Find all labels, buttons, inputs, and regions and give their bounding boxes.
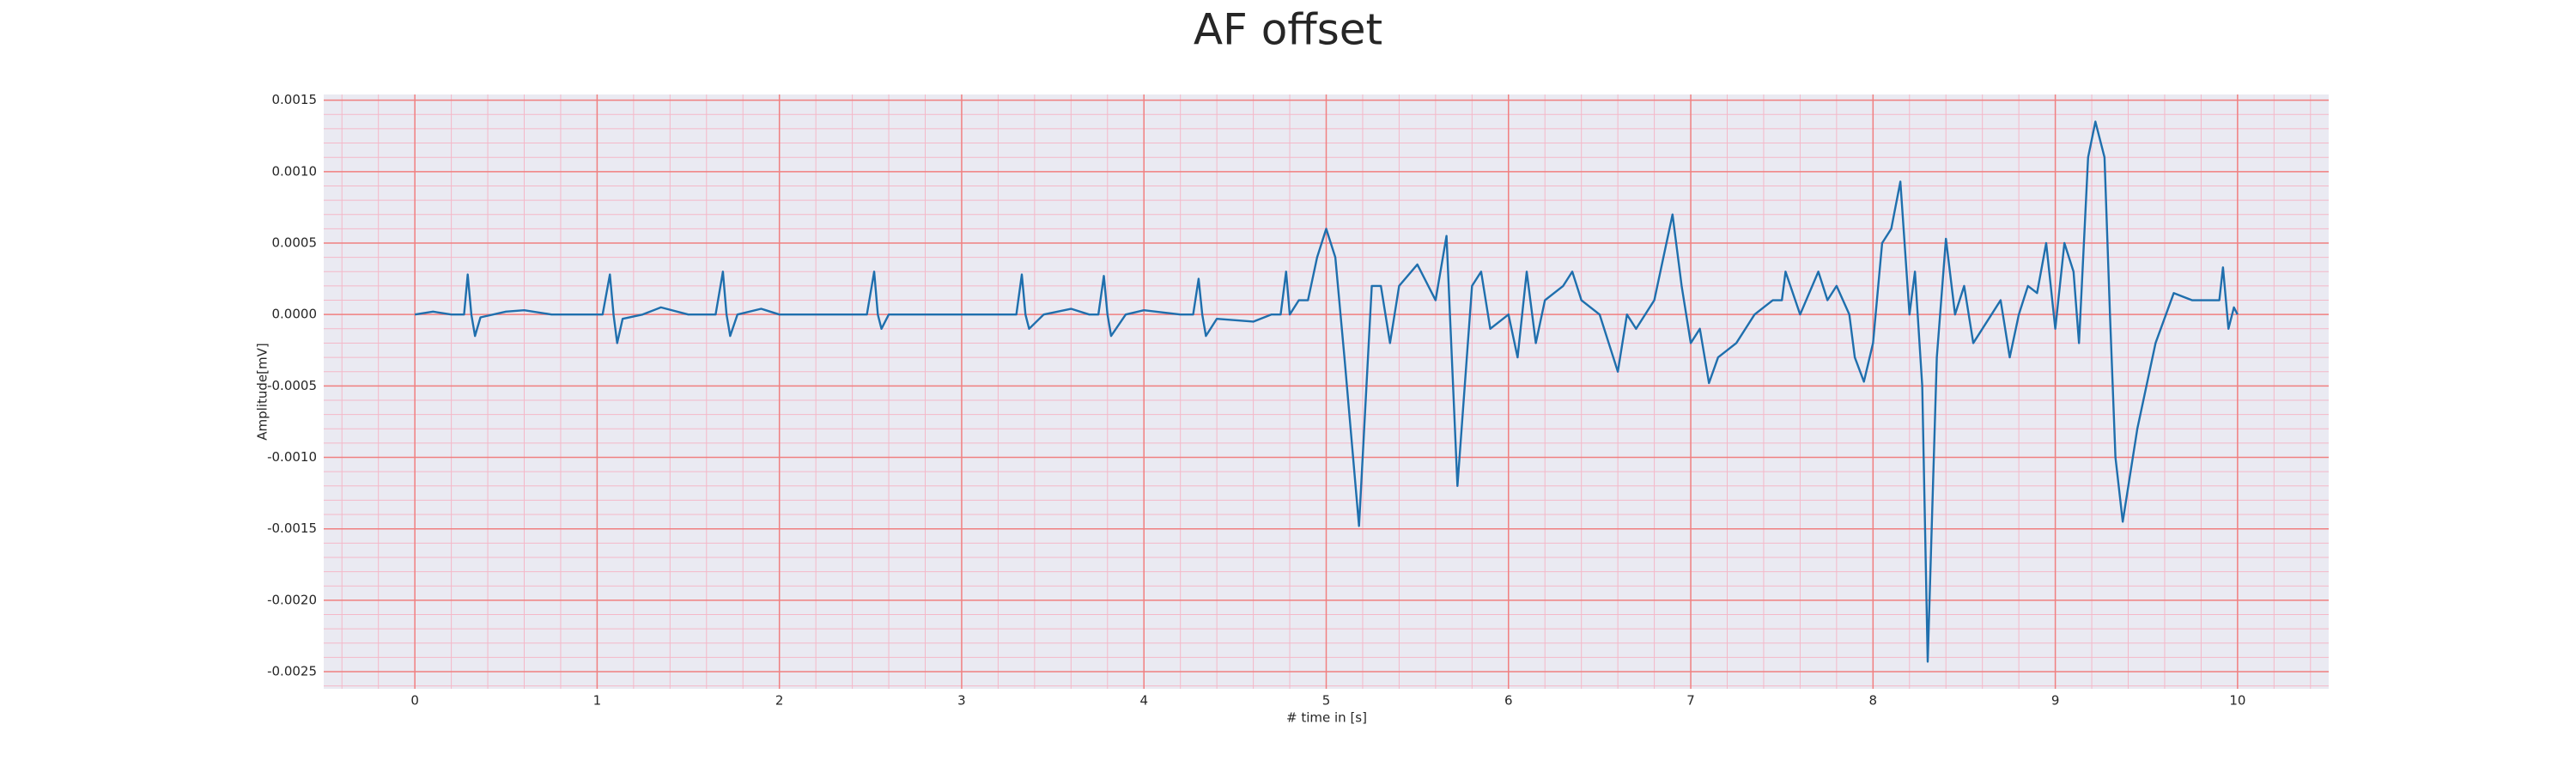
y-tick-label: 0.0005	[272, 235, 318, 251]
data-line	[414, 120, 2239, 663]
x-tick-label: 1	[593, 693, 602, 709]
x-tick-label: 4	[1139, 693, 1148, 709]
y-tick-label: 0.0015	[272, 92, 318, 107]
x-tick-label: 10	[2229, 693, 2245, 709]
x-tick-label: 8	[1869, 693, 1878, 709]
x-axis-label: # time in [s]	[1286, 710, 1367, 726]
y-tick-label: 0.0000	[272, 307, 318, 322]
y-tick-label: -0.0005	[267, 378, 317, 393]
y-tick-label: 0.0010	[272, 163, 318, 179]
x-tick-label: 2	[775, 693, 784, 709]
x-tick-label: 9	[2051, 693, 2060, 709]
y-tick-label: -0.0015	[267, 520, 317, 536]
x-tick-label: 3	[957, 693, 966, 709]
x-tick-label: 5	[1322, 693, 1331, 709]
y-tick-label: -0.0020	[267, 592, 317, 607]
x-tick-label: 0	[410, 693, 419, 709]
y-tick-label: -0.0025	[267, 664, 317, 679]
x-tick-label: 6	[1504, 693, 1513, 709]
y-axis-label: Amplitude[mV]	[255, 343, 270, 440]
x-tick-label: 7	[1686, 693, 1695, 709]
chart-title: AF offset	[1194, 5, 1382, 55]
y-tick-label: -0.0010	[267, 449, 317, 465]
